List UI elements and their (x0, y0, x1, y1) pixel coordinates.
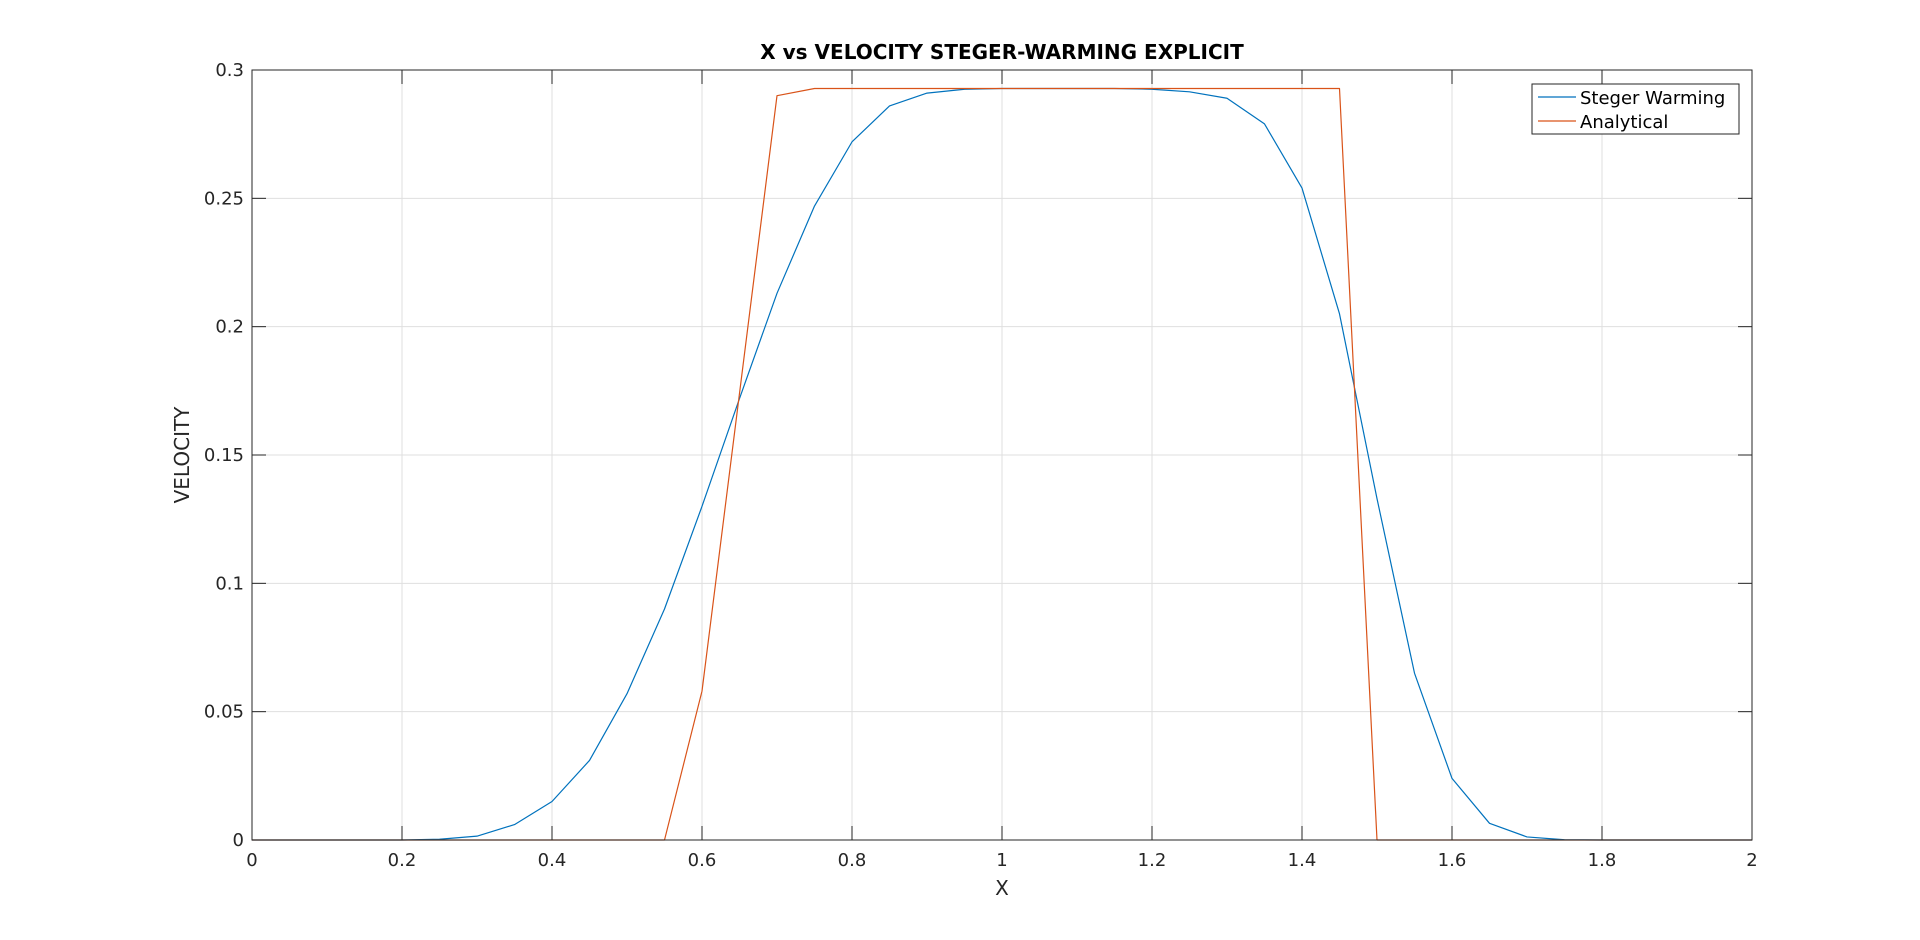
x-tick-label: 1.8 (1588, 850, 1617, 871)
legend: Steger Warming Analytical (1531, 83, 1740, 135)
legend-box (1531, 83, 1740, 135)
x-tick-label: 1.6 (1438, 850, 1467, 871)
x-tick-label: 0 (246, 850, 257, 871)
series-lines (252, 87, 1752, 841)
x-tick-label: 0.6 (688, 850, 717, 871)
legend-entry-analytical: Analytical (1580, 112, 1668, 133)
y-tick-label: 0.2 (215, 317, 244, 338)
x-tick-label: 0.4 (538, 850, 567, 871)
x-tick-label: 1.2 (1138, 850, 1167, 871)
y-axis-label: VELOCITY (170, 406, 194, 504)
x-tick-label: 1.4 (1288, 850, 1317, 871)
axis-ticks: 0 0.2 0.4 0.6 0.8 1 1.2 1.4 1.6 1.8 2 0 0.05 0.1 0.15 0… (204, 60, 1758, 871)
y-tick-label: 0 (233, 830, 244, 851)
legend-entry-steger-warming: Steger Warming (1580, 88, 1725, 109)
y-tick-label: 0.25 (204, 188, 244, 209)
y-tick-label: 0.1 (215, 573, 244, 594)
grid (252, 70, 1752, 840)
y-tick-label: 0.15 (204, 445, 244, 466)
y-tick-label: 0.3 (215, 60, 244, 81)
x-tick-label: 2 (1746, 850, 1757, 871)
chart-title: X vs VELOCITY STEGER-WARMING EXPLICIT (760, 40, 1244, 64)
x-tick-label: 0.8 (838, 850, 867, 871)
x-tick-label: 0.2 (388, 850, 417, 871)
x-tick-label: 1 (996, 850, 1007, 871)
series-line-analytical (252, 87, 1752, 841)
y-tick-label: 0.05 (204, 702, 244, 723)
x-axis-label: X (995, 876, 1009, 900)
